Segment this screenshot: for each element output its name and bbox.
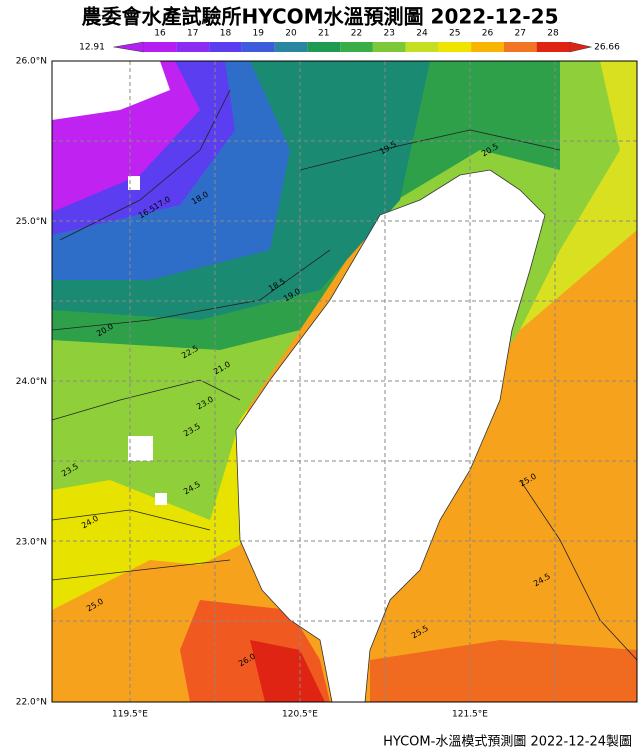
colorbar-tick-label: 24 (416, 29, 428, 39)
colorbar-tick-label: 18 (220, 29, 232, 39)
colorbar-tick-label: 27 (515, 29, 526, 39)
axes-labels: 26.0°N 25.0°N 24.0°N 23.0°N 22.0°N 119.5°E 120… (16, 57, 489, 720)
colorbar-cell (372, 42, 406, 52)
lat-label: 22.0°N (16, 698, 47, 708)
lat-label: 24.0°N (16, 377, 47, 387)
colorbar-tick-label: 26 (482, 29, 494, 39)
island (128, 176, 140, 190)
colorbar-tick-label: 20 (285, 29, 297, 39)
colorbar-max-label: 26.66 (594, 43, 620, 53)
colorbar-arrow-high (569, 41, 592, 53)
footer: HYCOM-水溫模式預測圖 2022-12-24製圖 (383, 735, 632, 750)
colorbar-cell (176, 42, 210, 52)
colorbar-tick-label: 25 (449, 29, 460, 39)
colorbar-cell (241, 42, 275, 52)
colorbar-tick-label: 17 (187, 29, 198, 39)
colorbar-cell (340, 42, 373, 52)
contour-line (519, 479, 637, 661)
colorbar-min-label: 12.91 (79, 43, 105, 53)
colorbar-cell (471, 42, 504, 52)
sea-red-east (370, 640, 637, 702)
colorbar-tick-label: 23 (384, 29, 395, 39)
colorbar-arrow-low (113, 41, 144, 53)
colorbar-cell (209, 42, 242, 52)
colorbar-tick-label: 21 (318, 29, 329, 39)
land-taiwan (235, 169, 546, 702)
map: 19.518.017.016.518.519.020.020.521.022.5… (51, 60, 638, 703)
colorbar-cell (536, 42, 570, 52)
map-frame (51, 60, 638, 703)
lat-label: 26.0°N (16, 57, 47, 67)
colorbar-cell (405, 42, 439, 52)
colorbar-cell (274, 42, 308, 52)
island (155, 493, 167, 505)
contour-line (52, 249, 331, 331)
colorbar-tick-label: 16 (154, 29, 166, 39)
colorbar-cell (307, 42, 341, 52)
island (128, 436, 153, 461)
title: 農委會水產試驗所HYCOM水溫預測圖 2022-12-25 (82, 5, 559, 29)
contour-line (52, 379, 241, 421)
contour-line (52, 559, 231, 581)
colorbar-tick-label: 19 (253, 29, 265, 39)
colorbar: 16 17 18 19 20 21 22 23 24 25 26 27 28 12.91 26.66 (79, 29, 620, 53)
lat-label: 23.0°N (16, 537, 47, 547)
colorbar-tick-label: 28 (547, 29, 559, 39)
sea-darkred (250, 640, 325, 702)
colorbar-cell (503, 42, 537, 52)
colorbar-tick-label: 22 (351, 29, 362, 39)
lon-label: 120.5°E (282, 710, 318, 720)
lat-label: 25.0°N (16, 217, 47, 227)
lon-label: 121.5°E (452, 710, 488, 720)
land-china (52, 61, 170, 120)
contour-line (299, 129, 561, 171)
lon-label: 119.5°E (112, 710, 148, 720)
colorbar-cell (143, 42, 177, 52)
colorbar-cell (438, 42, 472, 52)
